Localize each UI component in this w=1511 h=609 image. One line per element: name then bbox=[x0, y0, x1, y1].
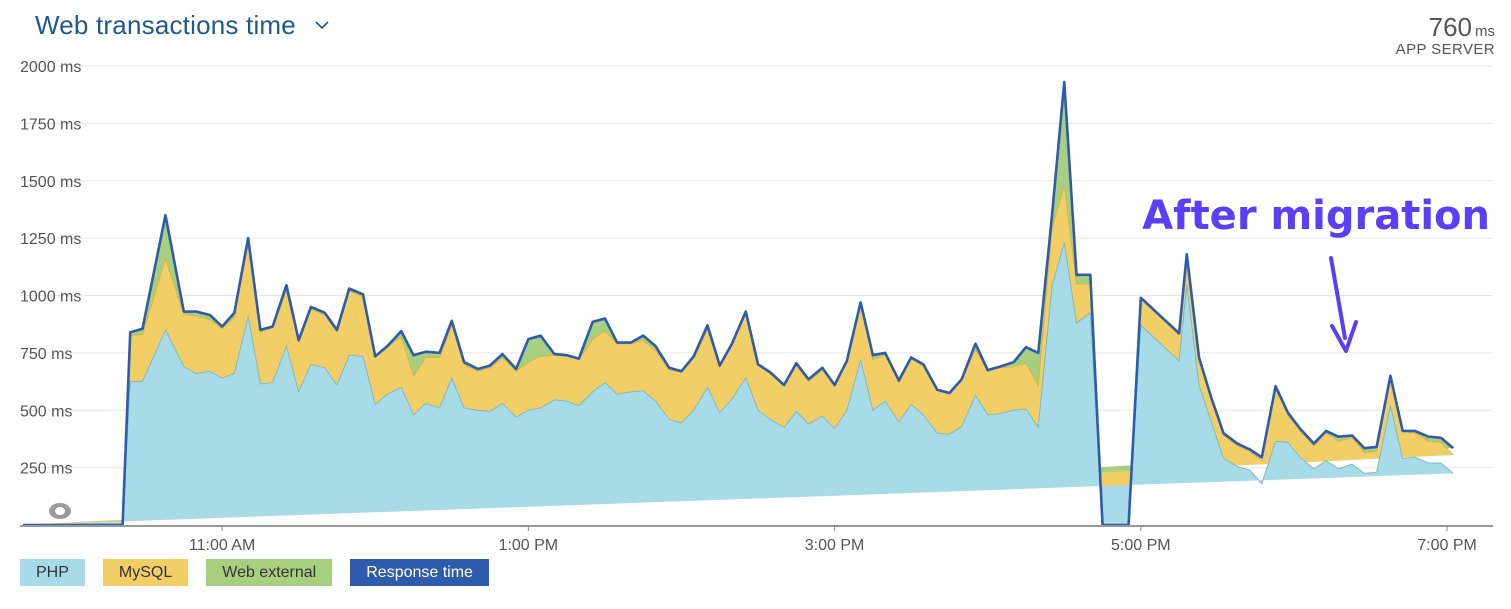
legend: PHP MySQL Web external Response time bbox=[20, 559, 489, 586]
chart-title: Web transactions time bbox=[35, 10, 296, 40]
y-tick-label: 1000 ms bbox=[20, 289, 81, 306]
x-axis-ticks: 11:00 AM 1:00 PM 3:00 PM 5:00 PM 7:00 PM bbox=[189, 525, 1477, 554]
x-tick-label: 1:00 PM bbox=[499, 537, 559, 554]
annotation-arrow-shaft bbox=[1329, 256, 1347, 340]
legend-item-response-time[interactable]: Response time bbox=[350, 559, 489, 586]
y-tick-label: 1250 ms bbox=[20, 231, 81, 248]
y-tick-label: 500 ms bbox=[20, 403, 72, 420]
stacked-areas bbox=[23, 82, 1454, 525]
annotation: After migration bbox=[1142, 193, 1490, 353]
y-axis-ticks: 2000 ms 1750 ms 1500 ms 1250 ms 1000 ms 750 m… bbox=[20, 59, 81, 478]
annotation-arrow-head bbox=[1330, 320, 1358, 353]
x-tick-label: 3:00 PM bbox=[805, 537, 865, 554]
legend-item-web-external[interactable]: Web external bbox=[206, 559, 333, 586]
response-time-line bbox=[23, 80, 1455, 527]
legend-item-php[interactable]: PHP bbox=[20, 559, 85, 586]
chevron-down-icon[interactable] bbox=[312, 16, 332, 36]
deployment-marker-inner bbox=[55, 507, 65, 515]
summary-metric: 760 ms APP SERVER bbox=[1396, 12, 1495, 58]
area-php bbox=[23, 242, 1454, 525]
x-tick-label: 7:00 PM bbox=[1417, 537, 1477, 554]
chart-header: Web transactions time bbox=[35, 10, 332, 41]
summary-value: 760 bbox=[1428, 12, 1472, 42]
y-tick-label: 1500 ms bbox=[20, 174, 81, 191]
y-tick-label: 1750 ms bbox=[20, 116, 81, 133]
x-tick-label: 11:00 AM bbox=[189, 537, 255, 554]
series-lines bbox=[20, 80, 1493, 527]
y-tick-label: 750 ms bbox=[20, 346, 72, 363]
summary-label: APP SERVER bbox=[1395, 41, 1495, 58]
legend-item-mysql[interactable]: MySQL bbox=[102, 559, 189, 586]
area-php-edge bbox=[23, 242, 1454, 526]
x-tick-label: 5:00 PM bbox=[1111, 537, 1171, 554]
summary-unit: ms bbox=[1475, 23, 1495, 40]
y-tick-label: 2000 ms bbox=[20, 59, 81, 76]
y-tick-label: 250 ms bbox=[20, 461, 72, 478]
annotation-text: After migration bbox=[1142, 193, 1490, 239]
